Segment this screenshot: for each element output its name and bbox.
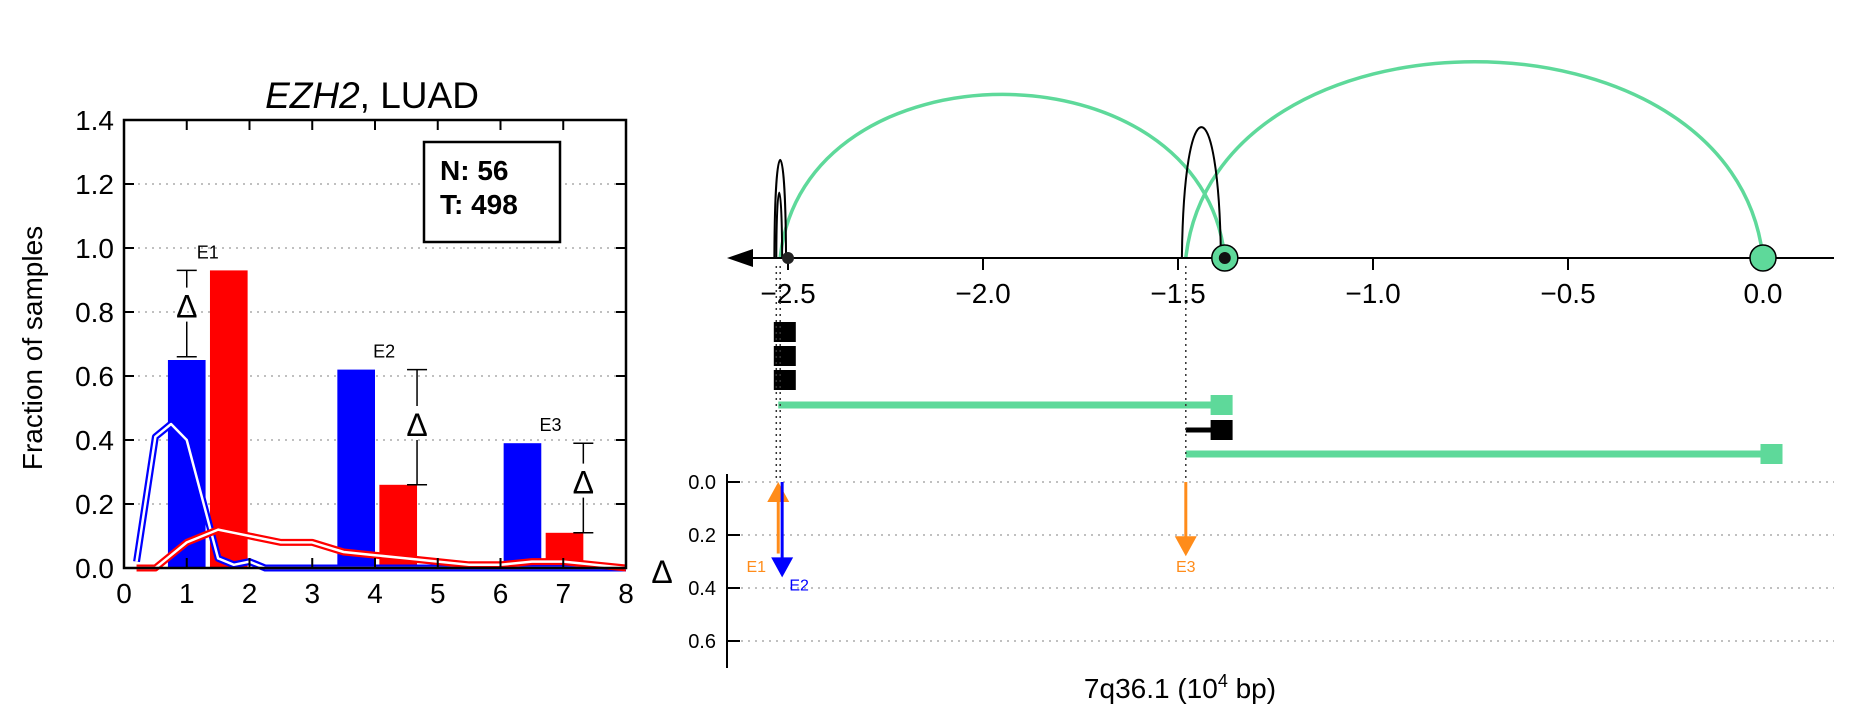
legend-box: N: 56 T: 498: [422, 140, 562, 244]
series-line-inner: [136, 528, 627, 570]
exon-block: [1210, 420, 1233, 440]
bar-group-label: E3: [539, 415, 561, 435]
exon-block: [773, 370, 796, 390]
legend-normal-count: N: 56: [440, 155, 508, 186]
junction-nodes: [782, 244, 1777, 272]
left-axis-ticks: 0.0 0.2 0.4 0.6 0.8 1.0 1.2 1.4 0 1 2 3 4 5 6 7 8: [75, 105, 634, 609]
left-y-axis-label: Fraction of samples: [17, 226, 48, 470]
bar-normal-E2: [337, 369, 375, 568]
genome-x-tick-label: −1.5: [1150, 278, 1205, 309]
delta-arrow-label: E3: [1176, 559, 1196, 576]
left-x-tick-label: 1: [179, 578, 195, 609]
left-delta-markers: E1 Δ E2 Δ E3 Δ: [176, 242, 594, 534]
splice-junction-arc: [773, 159, 788, 259]
left-y-tick-label: 1.4: [75, 105, 114, 136]
bar-group-label: E2: [373, 342, 395, 362]
genome-x-tick-label: −1.0: [1345, 278, 1400, 309]
left-x-tick-label: 8: [618, 578, 634, 609]
legend-frame: [422, 140, 562, 244]
genome-axis-ticks: −2.5 −2.0 −1.5 −1.0 −0.5 0.0: [760, 258, 1782, 309]
genome-x-tick-label: −2.5: [760, 278, 815, 309]
delta-panel: 0.0 0.2 0.4 0.6 Δ E1 E2 E3: [651, 266, 1834, 668]
genome-x-tick-label: −2.0: [955, 278, 1010, 309]
exon-block: [773, 322, 796, 342]
delta-arrow-label: E1: [746, 559, 766, 576]
left-y-tick-label: 0.2: [75, 489, 114, 520]
left-y-tick-label: 0.0: [75, 553, 114, 584]
delta-symbol: Δ: [176, 289, 197, 325]
left-x-tick-label: 6: [493, 578, 509, 609]
right-x-axis-label-sup: 4: [1218, 671, 1228, 691]
left-x-tick-label: 4: [367, 578, 383, 609]
right-chart: −2.5 −2.0 −1.5 −1.0 −0.5 0.0 0.0 0.2 0.4 0.6 Δ E1 E…: [651, 60, 1834, 704]
delta-y-tick-label: 0.6: [688, 631, 716, 653]
splice-junction-arcs: [773, 60, 1765, 259]
strand-arrow-icon: [727, 249, 753, 267]
genome-x-tick-label: 0.0: [1744, 278, 1783, 309]
delta-axis-label: Δ: [651, 554, 672, 590]
delta-arrow-head-icon: [767, 482, 790, 502]
left-y-tick-label: 0.4: [75, 425, 114, 456]
junction-node: [1749, 244, 1777, 272]
right-x-axis-label-tail: bp): [1228, 673, 1276, 704]
left-x-tick-label: 7: [555, 578, 571, 609]
right-x-axis-label-main: 7q36.1 (10: [1084, 673, 1218, 704]
left-x-tick-label: 0: [116, 578, 132, 609]
exon-block: [773, 346, 796, 366]
delta-symbol: Δ: [406, 407, 427, 443]
left-y-tick-label: 0.6: [75, 361, 114, 392]
splice-junction-arc: [775, 191, 784, 259]
left-chart-title-rest: , LUAD: [360, 75, 479, 116]
bar-normal-E3: [503, 443, 542, 568]
left-x-tick-label: 3: [304, 578, 320, 609]
bar-group-label: E1: [197, 242, 219, 262]
delta-y-tick-label: 0.0: [688, 472, 716, 494]
delta-arrow-head-icon: [771, 557, 794, 578]
left-y-tick-label: 1.2: [75, 169, 114, 200]
delta-arrow-label: E2: [789, 578, 809, 595]
genome-x-tick-label: −0.5: [1540, 278, 1595, 309]
left-chart: EZH2, LUAD Fraction of samples E1 Δ E2 Δ E3 Δ…: [17, 75, 634, 609]
legend-tumor-count: T: 498: [440, 189, 518, 220]
left-y-tick-label: 1.0: [75, 233, 114, 264]
delta-symbol: Δ: [573, 465, 594, 501]
splice-junction-arc: [778, 92, 1227, 259]
splice-junction-arc: [1180, 126, 1222, 259]
delta-y-tick-label: 0.2: [688, 525, 716, 547]
delta-y-tick-label: 0.4: [688, 578, 716, 600]
exon-block: [1210, 395, 1233, 415]
right-x-axis-label: 7q36.1 (104 bp): [1084, 671, 1276, 704]
bar-normal-E1: [167, 360, 206, 568]
junction-node: [782, 252, 794, 264]
splice-junction-arc: [1184, 60, 1765, 259]
transcript-exons: [773, 322, 1783, 464]
left-y-tick-label: 0.8: [75, 297, 114, 328]
left-chart-title-italic: EZH2: [265, 75, 360, 116]
left-x-tick-label: 2: [242, 578, 258, 609]
junction-node-center: [1218, 252, 1231, 264]
left-x-tick-label: 5: [430, 578, 446, 609]
left-chart-title: EZH2, LUAD: [265, 75, 479, 116]
left-bars: [167, 270, 584, 568]
delta-arrow-head-icon: [1174, 536, 1197, 557]
bar-tumor-E1: [209, 270, 248, 568]
exon-block: [1760, 444, 1783, 464]
